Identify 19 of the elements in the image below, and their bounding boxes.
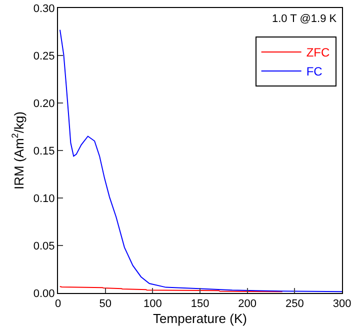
x-tick-label: 150 — [190, 298, 210, 310]
y-tick-label: 0.30 — [33, 2, 55, 15]
x-tick-label: 50 — [99, 298, 112, 310]
y-tick-label: 0.25 — [33, 50, 55, 62]
x-axis-title: Temperature (K) — [153, 310, 247, 326]
x-tick-label: 300 — [332, 298, 352, 310]
y-tick-label: 0.10 — [33, 192, 55, 205]
y-tick-label: 0.15 — [33, 145, 55, 158]
x-tick-label: 250 — [285, 298, 304, 310]
line-series — [59, 29, 342, 292]
x-tick-label: 200 — [238, 298, 257, 310]
y-tick-label: 0.00 — [33, 288, 55, 300]
x-tick-label: 0 — [54, 298, 62, 310]
y-tick-label: 0.05 — [33, 240, 55, 252]
annotation: 1.0 T @1.9 K — [272, 13, 338, 25]
legend-label: FC — [306, 64, 323, 79]
x-tick-label: 100 — [143, 298, 162, 310]
y-tick-label: 0.20 — [33, 98, 55, 110]
legend-label: ZFC — [306, 46, 330, 60]
